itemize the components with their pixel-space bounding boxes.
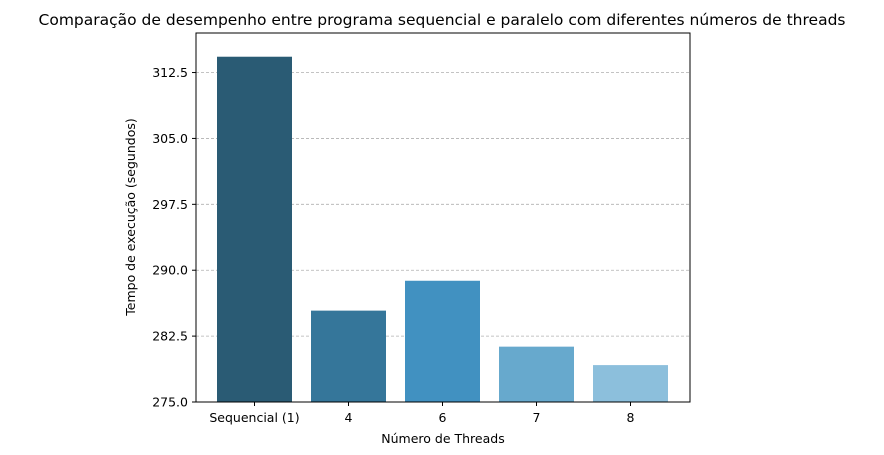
x-tick-label: 8 <box>627 410 635 425</box>
x-axis-ticks: Sequencial (1) 4 6 7 8 <box>209 402 635 425</box>
y-tick-label: 312.5 <box>152 65 188 80</box>
y-tick-label: 282.5 <box>152 329 188 344</box>
chart-title: Comparação de desempenho entre programa … <box>39 11 846 29</box>
x-tick-label: 6 <box>439 410 447 425</box>
y-axis-ticks: 275.0 282.5 290.0 297.5 305.0 312.5 <box>152 65 196 410</box>
y-tick-label: 297.5 <box>152 197 188 212</box>
bars <box>217 56 668 402</box>
y-tick-label: 275.0 <box>152 395 188 410</box>
bar-1 <box>217 56 292 402</box>
x-tick-label: Sequencial (1) <box>209 410 299 425</box>
x-axis-label: Número de Threads <box>381 431 504 446</box>
y-tick-label: 305.0 <box>152 131 188 146</box>
bar-3 <box>405 280 480 402</box>
x-tick-label: 4 <box>345 410 353 425</box>
y-tick-label: 290.0 <box>152 263 188 278</box>
bar-2 <box>311 310 386 402</box>
y-axis-label: Tempo de execução (segundos) <box>123 118 138 317</box>
bar-5 <box>593 365 668 402</box>
bar-4 <box>499 346 574 402</box>
x-tick-label: 7 <box>533 410 541 425</box>
